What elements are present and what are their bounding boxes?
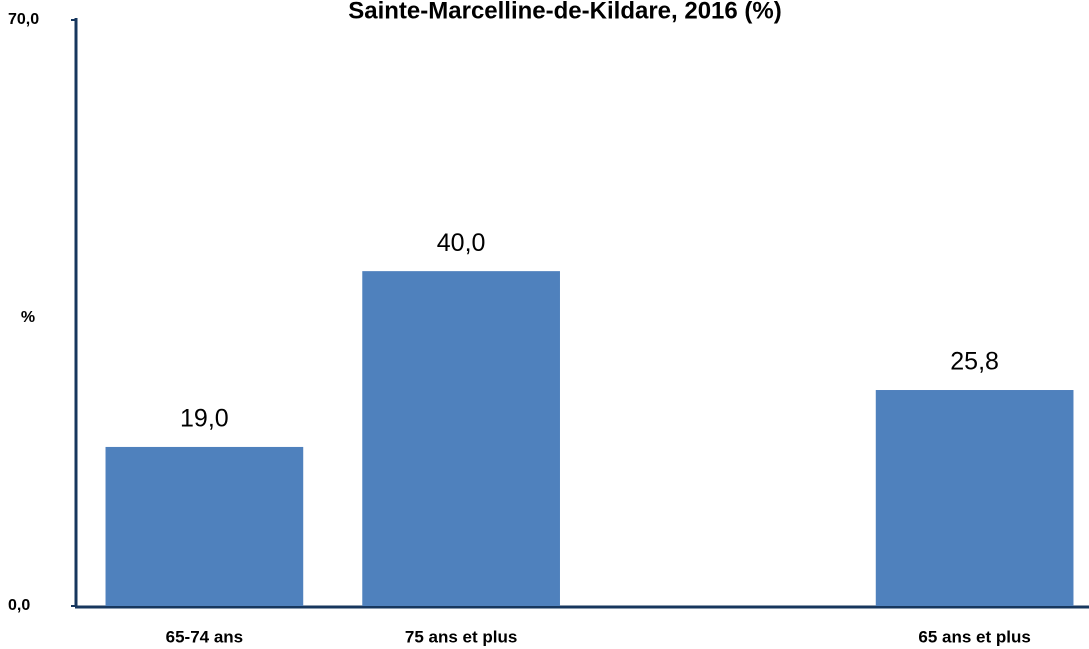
bar [362,271,560,606]
y-tick-label: 70,0 [8,11,39,28]
y-axis-label: % [21,309,35,326]
bar [875,390,1074,606]
x-tick-label: 65-74 ans [166,627,244,646]
chart-title: Sainte-Marcelline-de-Kildare, 2016 (%) [348,0,781,24]
x-tick-label: 75 ans et plus [405,627,517,646]
bar [105,446,304,606]
x-tick-label: 65 ans et plus [918,627,1030,646]
data-label: 40,0 [437,229,486,257]
data-label: 19,0 [180,405,229,433]
data-label: 25,8 [950,348,999,376]
y-tick-label: 0,0 [8,597,30,614]
